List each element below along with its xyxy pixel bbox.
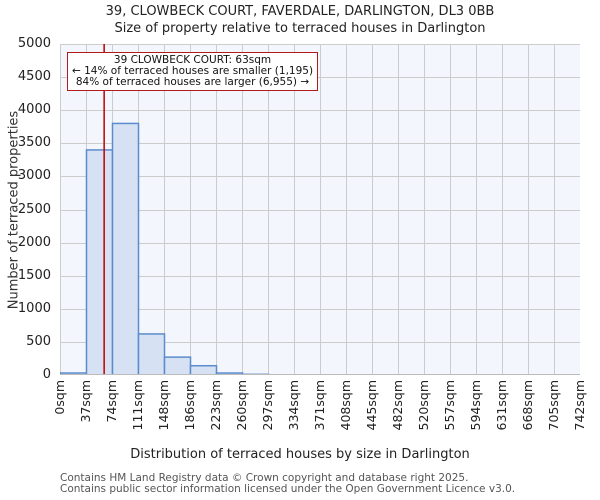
x-tick-label: 334sqm (286, 380, 301, 431)
histogram-bar (163, 356, 192, 375)
x-tick-label: 557sqm (442, 380, 457, 431)
histogram-bar (189, 364, 218, 375)
annotation-line-3: 84% of terraced houses are larger (6,955… (75, 76, 310, 88)
y-tick-label: 5000 (17, 36, 51, 51)
x-tick-label: 74sqm (104, 380, 119, 423)
y-tick-label: 3500 (17, 135, 51, 151)
y-tick-label: 2500 (17, 201, 51, 217)
x-tick-label: 186sqm (182, 380, 197, 431)
x-tick-label: 742sqm (572, 380, 587, 431)
x-tick-label: 371sqm (312, 380, 327, 431)
x-tick-label: 148sqm (156, 380, 171, 431)
plot-area (60, 44, 580, 375)
histogram-bar (137, 333, 166, 375)
footer-line-2: Contains public sector information licen… (60, 483, 516, 495)
footer-line-1: Contains HM Land Registry data © Crown c… (60, 472, 469, 484)
annotation-line-2: ← 14% of terraced houses are smaller (1,… (71, 65, 314, 77)
x-tick-label: 223sqm (208, 380, 223, 431)
x-tick-label: 260sqm (234, 380, 249, 431)
footer: Contains HM Land Registry data © Crown c… (60, 473, 515, 495)
annotation-line-1: 39 CLOWBECK COURT: 63sqm (113, 54, 272, 66)
x-tick-label: 0sqm (52, 380, 67, 415)
x-axis-label: Distribution of terraced houses by size … (130, 447, 470, 462)
x-tick-label: 297sqm (260, 380, 275, 431)
histogram (60, 44, 580, 375)
y-axis-label: Number of terraced properties (6, 110, 22, 310)
y-tick-label: 1500 (17, 267, 51, 283)
x-tick-label: 111sqm (130, 380, 145, 431)
chart-subtitle: Size of property relative to terraced ho… (114, 21, 486, 36)
x-tick-label: 482sqm (390, 380, 405, 431)
x-tick-label: 408sqm (338, 380, 353, 431)
y-tick-label: 4500 (17, 69, 51, 85)
x-tick-label: 37sqm (78, 380, 93, 423)
y-tick-label: 500 (26, 333, 51, 349)
x-tick-label: 520sqm (416, 380, 431, 431)
x-tick-label: 445sqm (364, 380, 379, 431)
x-tick-label: 594sqm (468, 380, 483, 431)
y-tick-label: 1000 (17, 300, 51, 316)
x-tick-label: 631sqm (494, 380, 509, 431)
x-tick-label: 705sqm (546, 380, 561, 431)
histogram-bar (85, 149, 114, 375)
x-tick-label: 668sqm (520, 380, 535, 431)
property-annotation: 39 CLOWBECK COURT: 63sqm ← 14% of terrac… (67, 52, 318, 91)
y-tick-label: 3000 (17, 168, 51, 184)
y-tick-label: 4000 (17, 102, 51, 118)
y-tick-label: 2000 (17, 234, 51, 250)
chart-title: 39, CLOWBECK COURT, FAVERDALE, DARLINGTO… (105, 4, 495, 19)
y-tick-label: 0 (42, 367, 51, 382)
histogram-bar (111, 122, 140, 375)
